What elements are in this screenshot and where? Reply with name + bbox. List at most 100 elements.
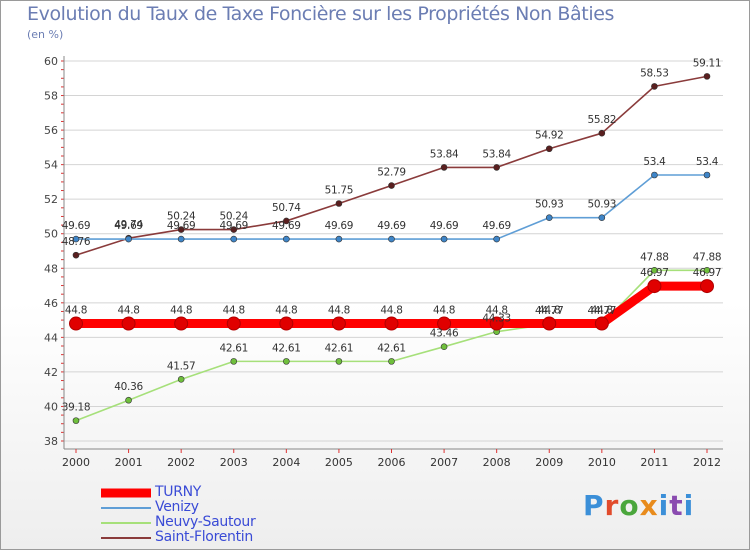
- data-label-venizy-2012: 53.4: [696, 156, 719, 168]
- data-label-saint-florentin-2009: 54.92: [535, 130, 564, 142]
- data-label-saint-florentin-2007: 53.84: [430, 148, 459, 160]
- point-venizy-2003: [230, 235, 238, 243]
- data-label-neuvy-sautour-2009: 44.77: [535, 305, 564, 317]
- point-neuvy-sautour-2000: [72, 417, 80, 424]
- data-label-venizy-2009: 50.93: [535, 199, 564, 211]
- data-label-turny-2003: 44.8: [223, 305, 245, 317]
- data-label-neuvy-sautour-2002: 41.57: [167, 360, 196, 372]
- y-tick-label-38: 38: [44, 435, 58, 448]
- point-turny-2012: [700, 279, 714, 294]
- point-venizy-2005: [335, 235, 343, 243]
- x-tick-label-2007: 2007: [430, 456, 458, 469]
- point-saint-florentin-2012: [703, 73, 711, 80]
- point-venizy-2004: [283, 235, 290, 243]
- x-tick-label-2012: 2012: [693, 456, 721, 469]
- y-tick-label-46: 46: [44, 297, 58, 310]
- data-label-turny-2012: 46.97: [693, 267, 722, 279]
- data-label-venizy-2003: 49.69: [219, 220, 248, 232]
- x-tick-label-2000: 2000: [62, 456, 90, 469]
- y-tick-label-56: 56: [44, 124, 58, 137]
- point-venizy-2008: [493, 235, 500, 243]
- legend-swatch-saint-florentin: [101, 537, 151, 539]
- point-neuvy-sautour-2004: [283, 358, 290, 365]
- x-tick-label-2008: 2008: [483, 456, 511, 469]
- y-tick-label-52: 52: [44, 193, 58, 206]
- data-label-turny-2007: 44.8: [433, 305, 455, 317]
- data-label-turny-2011: 46.97: [640, 267, 669, 279]
- data-label-saint-florentin-2010: 55.82: [588, 114, 617, 126]
- data-label-saint-florentin-2000: 48.76: [62, 236, 91, 248]
- data-label-turny-2009: 44.8: [538, 305, 560, 317]
- data-label-saint-florentin-2006: 52.79: [377, 167, 406, 179]
- data-label-turny-2000: 44.8: [65, 305, 87, 317]
- unit-label: (en %): [27, 28, 64, 41]
- legend-item-neuvy-sautour: Neuvy-Sautour: [101, 514, 341, 531]
- data-label-venizy-2006: 49.69: [377, 220, 406, 232]
- data-label-neuvy-sautour-2011: 47.88: [640, 251, 669, 263]
- data-label-turny-2001: 44.8: [117, 305, 139, 317]
- point-saint-florentin-2003: [230, 226, 238, 233]
- data-label-venizy-2008: 49.69: [482, 220, 511, 232]
- data-label-neuvy-sautour-2003: 42.61: [219, 342, 248, 354]
- x-tick-label-2009: 2009: [535, 456, 563, 469]
- data-label-saint-florentin-2011: 58.53: [640, 67, 669, 79]
- point-saint-florentin-2009: [545, 145, 553, 153]
- point-neuvy-sautour-2006: [388, 358, 395, 365]
- y-tick-label-40: 40: [44, 400, 58, 413]
- point-venizy-2000: [72, 235, 80, 243]
- point-saint-florentin-2000: [72, 251, 80, 259]
- y-tick-label-54: 54: [44, 159, 58, 172]
- data-label-saint-florentin-2002: 50.24: [167, 211, 196, 223]
- x-tick-label-2001: 2001: [115, 456, 143, 469]
- point-saint-florentin-2002: [177, 226, 185, 233]
- data-label-saint-florentin-2008: 53.84: [482, 148, 511, 160]
- point-neuvy-sautour-2005: [335, 358, 343, 365]
- point-venizy-2006: [388, 235, 395, 243]
- data-label-neuvy-sautour-2010: 44.77: [588, 305, 617, 317]
- legend-item-venizy: Venizy: [101, 499, 341, 516]
- y-tick-label-50: 50: [44, 228, 58, 241]
- point-saint-florentin-2011: [651, 83, 658, 90]
- x-tick-label-2005: 2005: [325, 456, 353, 469]
- point-venizy-2007: [440, 235, 448, 243]
- point-saint-florentin-2008: [493, 164, 500, 171]
- point-turny-2004: [279, 316, 294, 331]
- point-venizy-2012: [703, 171, 711, 179]
- data-label-saint-florentin-2001: 49.74: [114, 219, 143, 231]
- point-turny-2001: [121, 316, 136, 331]
- data-label-turny-2005: 44.8: [328, 305, 350, 317]
- legend-item-turny: TURNY: [101, 484, 341, 501]
- y-tick-label-42: 42: [44, 366, 58, 379]
- data-label-neuvy-sautour-2001: 40.36: [114, 381, 143, 393]
- point-neuvy-sautour-2012: [703, 267, 711, 274]
- data-label-venizy-2004: 49.69: [272, 220, 301, 232]
- legend: TURNY Venizy Neuvy-Sautour Saint-Florent…: [101, 484, 341, 546]
- point-saint-florentin-2005: [335, 200, 343, 207]
- data-label-neuvy-sautour-2006: 42.61: [377, 342, 406, 354]
- x-tick-label-2002: 2002: [167, 456, 195, 469]
- data-label-turny-2002: 44.8: [170, 305, 192, 317]
- y-tick-label-60: 60: [44, 55, 58, 68]
- point-turny-2008: [489, 316, 504, 331]
- chart-title: Evolution du Taux de Taxe Foncière sur l…: [27, 3, 615, 25]
- data-label-turny-2006: 44.8: [380, 305, 402, 317]
- data-label-neuvy-sautour-2005: 42.61: [325, 342, 354, 354]
- point-venizy-2001: [125, 235, 132, 243]
- point-turny-2010: [594, 316, 609, 331]
- point-turny-2002: [174, 316, 189, 331]
- y-tick-label-48: 48: [44, 262, 58, 275]
- proxiti-logo: Proxiti: [583, 489, 695, 522]
- legend-label-saint-florentin: Saint-Florentin: [155, 529, 253, 545]
- data-label-saint-florentin-2012: 59.11: [693, 57, 722, 69]
- x-tick-label-2006: 2006: [378, 456, 406, 469]
- data-label-neuvy-sautour-2000: 39.18: [62, 402, 91, 414]
- data-label-turny-2010: 44.8: [591, 305, 613, 317]
- data-label-saint-florentin-2005: 51.75: [325, 185, 354, 197]
- data-label-saint-florentin-2003: 50.24: [219, 211, 248, 223]
- data-label-neuvy-sautour-2007: 43.46: [430, 328, 459, 340]
- point-turny-2009: [542, 316, 557, 331]
- point-venizy-2010: [598, 214, 606, 221]
- data-label-venizy-2001: 49.69: [114, 220, 143, 232]
